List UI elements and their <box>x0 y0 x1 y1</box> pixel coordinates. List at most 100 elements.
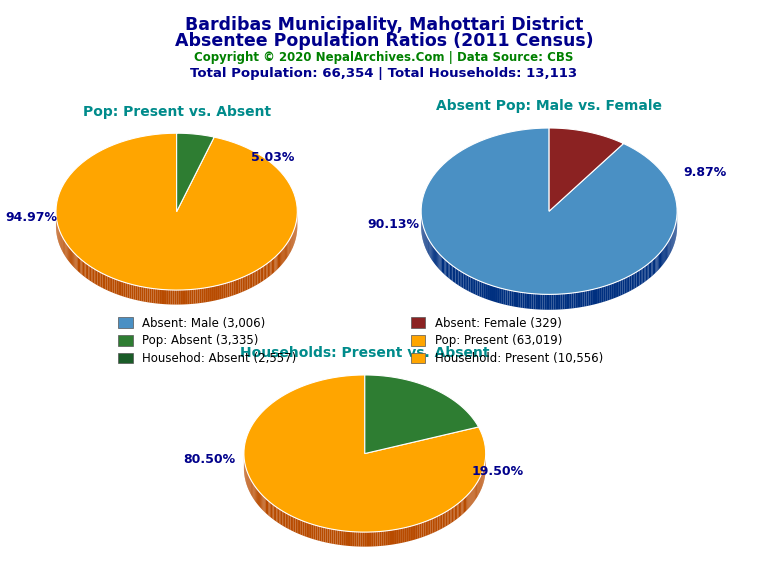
Polygon shape <box>79 257 81 274</box>
Polygon shape <box>418 524 419 539</box>
Polygon shape <box>267 500 268 516</box>
Title: Pop: Present vs. Absent: Pop: Present vs. Absent <box>83 105 270 119</box>
Polygon shape <box>431 519 432 534</box>
Polygon shape <box>438 516 439 531</box>
Polygon shape <box>323 528 326 543</box>
Polygon shape <box>301 520 303 536</box>
Polygon shape <box>493 286 495 302</box>
Polygon shape <box>584 291 587 306</box>
Polygon shape <box>263 497 265 512</box>
Polygon shape <box>65 242 66 258</box>
Polygon shape <box>251 272 253 288</box>
Polygon shape <box>275 506 276 522</box>
Polygon shape <box>354 532 356 547</box>
Polygon shape <box>477 482 478 498</box>
Polygon shape <box>644 266 646 282</box>
Polygon shape <box>529 293 531 309</box>
Polygon shape <box>478 280 479 296</box>
Polygon shape <box>316 525 317 540</box>
Polygon shape <box>145 287 147 302</box>
Polygon shape <box>212 286 214 301</box>
Polygon shape <box>367 532 369 547</box>
Polygon shape <box>505 289 508 305</box>
Title: Absent Pop: Male vs. Female: Absent Pop: Male vs. Female <box>436 98 662 113</box>
Polygon shape <box>276 507 278 522</box>
Polygon shape <box>390 530 392 545</box>
Polygon shape <box>262 266 263 282</box>
Legend: Absent: Male (3,006), Pop: Absent (3,335), Househod: Absent (2,557): Absent: Male (3,006), Pop: Absent (3,335… <box>118 317 296 365</box>
Polygon shape <box>509 290 511 306</box>
Polygon shape <box>154 289 156 304</box>
Polygon shape <box>591 289 593 305</box>
Polygon shape <box>263 265 265 281</box>
Polygon shape <box>259 268 260 283</box>
Polygon shape <box>270 260 272 275</box>
Polygon shape <box>114 279 116 294</box>
Polygon shape <box>443 257 444 274</box>
Polygon shape <box>455 505 456 521</box>
Polygon shape <box>487 284 489 300</box>
Polygon shape <box>623 279 624 295</box>
Polygon shape <box>432 245 433 262</box>
Polygon shape <box>288 241 289 257</box>
Polygon shape <box>278 253 279 269</box>
Polygon shape <box>113 278 114 293</box>
Polygon shape <box>216 285 218 300</box>
Polygon shape <box>287 514 289 529</box>
Polygon shape <box>150 288 151 303</box>
Polygon shape <box>231 281 233 296</box>
Polygon shape <box>641 268 643 285</box>
Polygon shape <box>447 510 449 525</box>
Polygon shape <box>111 278 113 293</box>
Polygon shape <box>444 259 445 275</box>
Polygon shape <box>166 290 168 304</box>
Polygon shape <box>250 274 251 289</box>
Polygon shape <box>289 240 290 256</box>
Polygon shape <box>332 529 333 544</box>
Polygon shape <box>433 247 434 263</box>
Polygon shape <box>257 269 259 285</box>
Polygon shape <box>514 291 516 307</box>
Polygon shape <box>502 289 503 304</box>
Polygon shape <box>283 511 284 526</box>
Polygon shape <box>246 275 247 290</box>
Polygon shape <box>137 286 139 301</box>
Polygon shape <box>265 264 266 279</box>
Polygon shape <box>562 294 564 309</box>
Polygon shape <box>649 263 650 279</box>
Polygon shape <box>77 256 78 271</box>
Polygon shape <box>458 270 460 286</box>
Polygon shape <box>434 517 436 532</box>
Polygon shape <box>445 260 447 276</box>
Polygon shape <box>473 487 475 502</box>
Polygon shape <box>400 528 402 543</box>
Polygon shape <box>669 240 670 256</box>
Polygon shape <box>73 252 74 268</box>
Polygon shape <box>465 274 467 290</box>
Polygon shape <box>272 504 273 520</box>
Polygon shape <box>191 289 194 304</box>
Polygon shape <box>427 520 429 536</box>
Polygon shape <box>489 285 491 301</box>
Polygon shape <box>151 289 154 303</box>
Polygon shape <box>471 490 472 506</box>
Polygon shape <box>660 252 661 268</box>
Polygon shape <box>99 272 101 287</box>
Polygon shape <box>227 282 230 297</box>
Polygon shape <box>102 274 104 289</box>
Polygon shape <box>180 290 183 305</box>
Text: 19.50%: 19.50% <box>472 465 523 478</box>
Text: 9.87%: 9.87% <box>684 166 727 179</box>
Polygon shape <box>131 285 134 300</box>
Polygon shape <box>361 532 362 547</box>
Polygon shape <box>168 290 170 305</box>
Polygon shape <box>257 489 258 505</box>
Polygon shape <box>281 249 282 266</box>
Polygon shape <box>607 285 609 301</box>
Polygon shape <box>88 265 90 281</box>
Polygon shape <box>274 257 276 272</box>
Polygon shape <box>462 499 464 514</box>
Polygon shape <box>442 256 443 273</box>
Polygon shape <box>422 522 423 537</box>
Polygon shape <box>177 133 214 211</box>
